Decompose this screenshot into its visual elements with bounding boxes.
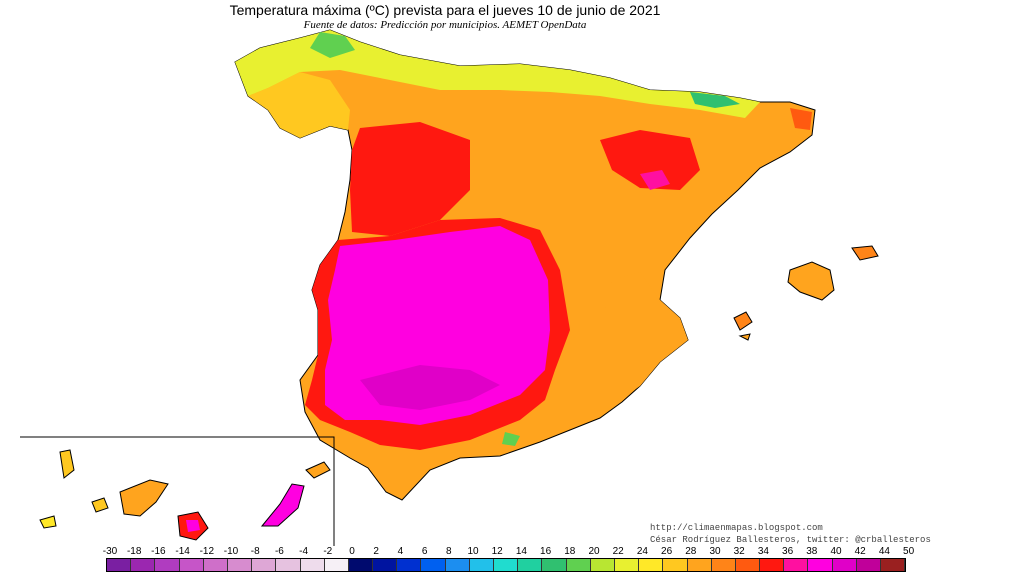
legend-tick-label: 40 — [830, 546, 842, 557]
color-scale-segment — [614, 559, 640, 571]
legend-tick-label: 16 — [540, 546, 552, 557]
color-scale-segment — [590, 559, 615, 571]
color-scale-segment — [445, 559, 470, 571]
formentera — [738, 333, 751, 341]
canary-inset-frame — [20, 436, 335, 546]
color-scale-segment — [832, 559, 857, 571]
credits-author: César Rodríguez Ballesteros, twitter: @c… — [650, 535, 931, 545]
color-scale-segment — [421, 559, 446, 571]
legend-tick-label: 38 — [806, 546, 818, 557]
ebro-hot-zone — [600, 130, 700, 190]
la-palma — [59, 449, 75, 479]
legend-tick-label: 2 — [373, 546, 379, 557]
color-scale-segment — [784, 559, 809, 571]
duero-hot-zone — [350, 122, 470, 236]
legend-tick-labels: -30 -18 -16 -14 -12 -10 -8 -6 -4 -2 0 2 4 6 8 10 12 14 16 1… — [0, 546, 1024, 558]
legend-tick-label: 26 — [661, 546, 673, 557]
color-scale-segment — [494, 559, 519, 571]
color-scale-segment — [663, 559, 688, 571]
credits-block: http://climaenmapas.blogspot.com César R… — [650, 522, 931, 546]
cantabrian-coast-band — [235, 30, 760, 118]
legend-tick-label: -4 — [299, 546, 309, 557]
color-scale-segment — [808, 559, 833, 571]
ebro-magenta-spot — [640, 170, 670, 190]
legend-tick-label: 42 — [854, 546, 866, 557]
legend-tick-label: -14 — [175, 546, 190, 557]
legend-tick-label: 34 — [757, 546, 769, 557]
legend-tick-label: 20 — [588, 546, 600, 557]
legend-tick-label: 12 — [491, 546, 503, 557]
credits-url: http://climaenmapas.blogspot.com — [650, 523, 823, 533]
color-scale-segment — [687, 559, 712, 571]
galicia-zone — [248, 72, 350, 138]
color-scale-segment — [252, 559, 277, 571]
color-scale-segment — [179, 559, 204, 571]
north-catalonia-hot — [790, 108, 812, 130]
legend-tick-label: 18 — [564, 546, 576, 557]
temperature-map — [20, 29, 879, 546]
color-scale-segment — [711, 559, 736, 571]
legend-tick-label: -10 — [223, 546, 239, 557]
legend-tick-label: -12 — [199, 546, 215, 557]
green-patch-pyrenees — [690, 92, 740, 108]
color-scale-segment — [203, 559, 228, 571]
color-scale-segment — [735, 559, 761, 571]
green-patch-cantabria — [310, 32, 355, 58]
legend-tick-label: 36 — [782, 546, 794, 557]
color-scale-segment — [518, 559, 543, 571]
legend-tick-label: 0 — [349, 546, 355, 557]
color-scale-segment — [373, 559, 398, 571]
el-hierro — [39, 515, 57, 529]
color-scale-segment — [542, 559, 567, 571]
color-scale-segment — [300, 559, 325, 571]
color-scale-segment — [397, 559, 422, 571]
legend-tick-label: 10 — [467, 546, 479, 557]
map-title: Temperatura máxima (ºC) prevista para el… — [229, 2, 661, 18]
color-scale-segment — [276, 559, 301, 571]
legend-tick-label: 50 — [903, 546, 915, 557]
legend-tick-label: 22 — [612, 546, 624, 557]
legend-tick-label: -2 — [323, 546, 333, 557]
legend-tick-label: -8 — [250, 546, 260, 557]
tenerife — [119, 479, 169, 517]
mallorca — [787, 261, 835, 301]
color-scale-segment — [107, 559, 132, 571]
legend-tick-label: 30 — [709, 546, 721, 557]
levante-coast-orange — [600, 272, 688, 400]
temperature-color-scale — [106, 558, 907, 572]
legend-tick-label: -6 — [274, 546, 284, 557]
color-scale-segment — [881, 559, 906, 571]
guadalquivir-magenta — [360, 365, 500, 410]
legend-tick-label: -18 — [126, 546, 142, 557]
gran-canaria-core — [186, 520, 200, 532]
menorca — [851, 245, 879, 261]
legend-tick-label: 8 — [446, 546, 452, 557]
data-source-note: Fuente de datos: Predicción por municipi… — [303, 19, 587, 31]
lanzarote — [305, 461, 331, 479]
legend-tick-label: 44 — [878, 546, 890, 557]
legend-tick-label: -30 — [102, 546, 118, 557]
color-scale-segment — [227, 559, 253, 571]
la-gomera — [91, 497, 109, 513]
color-scale-segment — [760, 559, 785, 571]
legend-tick-label: 24 — [636, 546, 648, 557]
legend-tick-label: 6 — [421, 546, 428, 557]
legend-tick-label: 4 — [397, 546, 404, 557]
betic-green-patch — [502, 432, 520, 446]
color-scale-segment — [155, 559, 180, 571]
legend-tick-label: 32 — [733, 546, 745, 557]
color-scale-segment — [856, 559, 881, 571]
legend-tick-label: 28 — [685, 546, 697, 557]
fuerteventura — [260, 483, 305, 527]
color-scale-segment — [131, 559, 156, 571]
color-scale-segment — [566, 559, 591, 571]
color-scale-segment — [639, 559, 664, 571]
color-scale-segment — [324, 559, 349, 571]
color-scale-segment — [469, 559, 494, 571]
legend-tick-label: -16 — [151, 546, 166, 557]
color-scale-segment — [348, 559, 374, 571]
ibiza — [733, 311, 753, 331]
legend-tick-label: 14 — [515, 546, 527, 557]
